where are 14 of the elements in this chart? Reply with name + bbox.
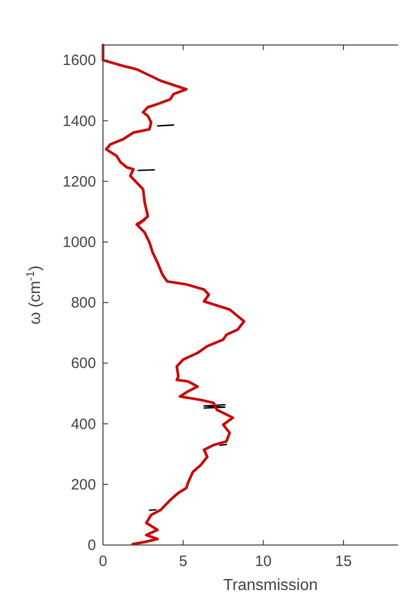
x-tick-label: 10 bbox=[254, 553, 272, 570]
y-tick-label: 1000 bbox=[62, 234, 96, 251]
x-axis-title: Transmission bbox=[223, 577, 318, 594]
y-tick-label: 800 bbox=[70, 294, 96, 312]
y-tick-label: 1400 bbox=[62, 112, 96, 130]
y-tick-label: 0 bbox=[88, 537, 96, 554]
y-tick-label: 600 bbox=[70, 355, 96, 372]
y-tick-label: 400 bbox=[70, 416, 96, 433]
x-tick-label: 15 bbox=[335, 553, 352, 570]
x-tick-label: 0 bbox=[98, 553, 108, 570]
x-tick-label: 5 bbox=[178, 553, 188, 570]
y-tick-label: 1200 bbox=[62, 173, 96, 190]
y-tick-label: 200 bbox=[70, 476, 96, 494]
y-tick-label: 1600 bbox=[62, 52, 96, 70]
